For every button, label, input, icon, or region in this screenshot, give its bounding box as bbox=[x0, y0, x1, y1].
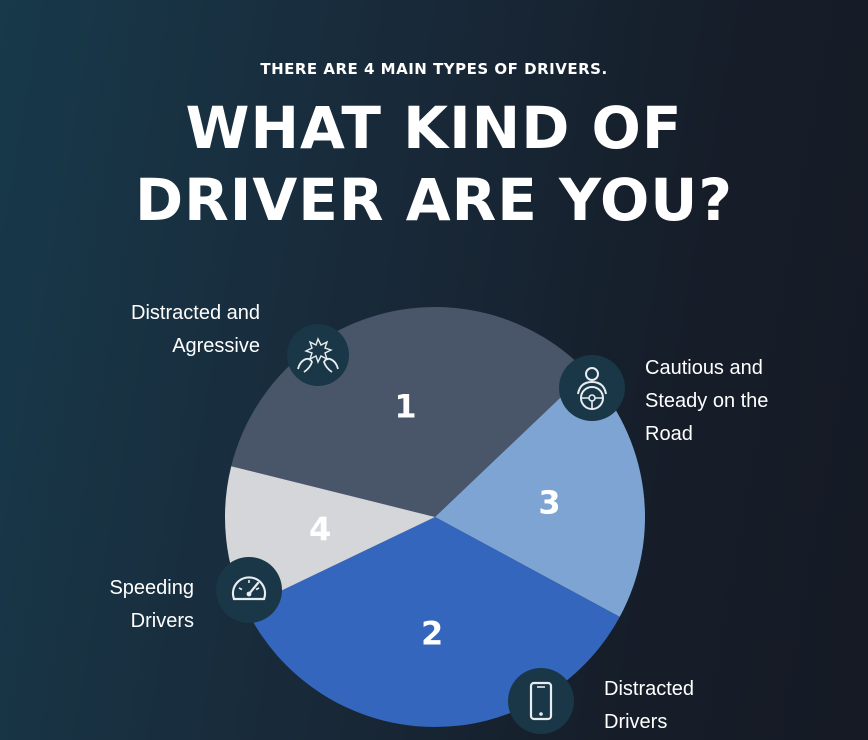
callout-speeding: Speeding Drivers bbox=[70, 572, 194, 638]
callout-line: Distracted bbox=[604, 678, 695, 700]
callout-line: Agressive bbox=[172, 335, 260, 357]
pie-slice-3 bbox=[435, 372, 645, 617]
callout-line: Speeding bbox=[109, 577, 194, 599]
callout-line: Drivers bbox=[130, 610, 194, 632]
callout-line: Steady on the bbox=[645, 390, 769, 412]
subtitle: THERE ARE 4 MAIN TYPES OF DRIVERS. bbox=[260, 60, 608, 78]
callout-line: Cautious and bbox=[645, 357, 763, 379]
slice-number-label: 3 bbox=[538, 484, 560, 522]
slice-number-label: 2 bbox=[421, 614, 443, 652]
pie-slice-4 bbox=[225, 466, 435, 608]
callout-cautious: Cautious and Steady on the Road bbox=[645, 352, 768, 451]
angry-fists-icon bbox=[287, 324, 349, 386]
title-line-1: WHAT KIND OF bbox=[185, 94, 683, 162]
callout-line: Drivers bbox=[604, 711, 668, 733]
slice-number-label: 4 bbox=[309, 511, 331, 549]
title-line-2: DRIVER ARE YOU? bbox=[134, 166, 734, 234]
callout-line: Distracted and bbox=[131, 302, 260, 324]
smartphone-icon bbox=[508, 668, 574, 734]
callout-distracted: Distracted Drivers bbox=[604, 673, 694, 739]
speedometer-icon bbox=[216, 557, 282, 623]
steering-wheel-driver-icon bbox=[559, 355, 625, 421]
page-title: WHAT KIND OF DRIVER ARE YOU? bbox=[0, 92, 868, 236]
callout-line: Road bbox=[645, 423, 693, 445]
slice-number-label: 1 bbox=[394, 387, 416, 425]
callout-distracted-aggressive: Distracted and Agressive bbox=[90, 297, 260, 363]
